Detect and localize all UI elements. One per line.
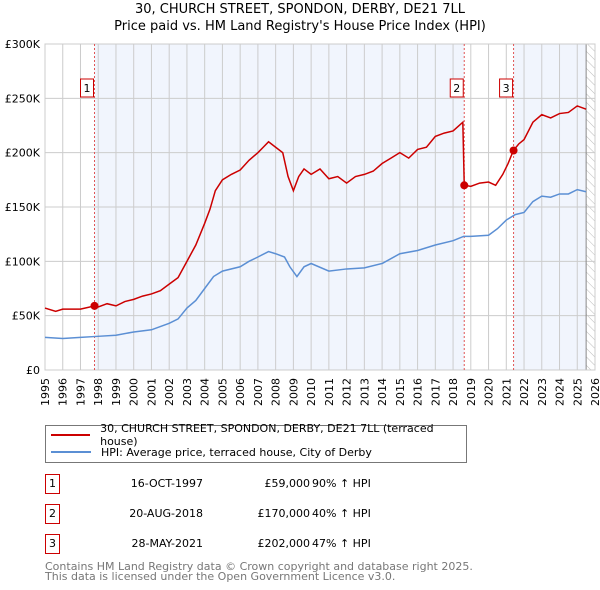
y-tick-label: £250K bbox=[5, 92, 41, 105]
sale-price: £170,000 bbox=[257, 507, 311, 520]
x-tick-label: 2019 bbox=[465, 378, 478, 406]
x-tick-label: 2005 bbox=[216, 378, 229, 406]
x-tick-label: 2020 bbox=[483, 378, 496, 406]
hpi-line bbox=[44, 188, 587, 340]
sale-hpi: 90% ↑ HPI bbox=[312, 477, 371, 490]
y-tick-label: £100K bbox=[5, 255, 41, 268]
sale-price: £59,000 bbox=[264, 477, 311, 490]
x-tick-label: 2014 bbox=[376, 378, 389, 406]
sale-row: 3 28-MAY-2021 £202,000 47% ↑ HPI bbox=[45, 534, 465, 554]
sale-point bbox=[460, 181, 469, 190]
legend: 30, CHURCH STREET, SPONDON, DERBY, DE21 … bbox=[45, 422, 467, 463]
sale-price: £202,000 bbox=[257, 537, 311, 550]
x-tick-label: 2023 bbox=[536, 378, 549, 406]
x-tick-label: 2009 bbox=[287, 378, 300, 406]
x-tick-label: 2013 bbox=[358, 378, 371, 406]
y-tick-label: £50K bbox=[12, 310, 41, 323]
sale-label: 3 bbox=[503, 82, 510, 95]
footer-licence: This data is licensed under the Open Gov… bbox=[45, 570, 396, 583]
x-tick-label: 2006 bbox=[234, 378, 247, 406]
sale-marker-label: 2 bbox=[45, 504, 60, 524]
x-tick-label: 2004 bbox=[199, 378, 212, 406]
x-tick-label: 2022 bbox=[518, 378, 531, 406]
legend-swatch-price bbox=[51, 434, 91, 436]
sale-label: 2 bbox=[453, 82, 460, 95]
x-tick-label: 2015 bbox=[394, 378, 407, 406]
sale-label-box bbox=[449, 78, 464, 98]
legend-label-price: 30, CHURCH STREET, SPONDON, DERBY, DE21 … bbox=[100, 422, 434, 448]
chart-subtitle: Price paid vs. HM Land Registry's House … bbox=[114, 19, 486, 34]
sale-hpi: 40% ↑ HPI bbox=[312, 507, 371, 520]
plot-border bbox=[44, 43, 596, 371]
x-tick-label: 2003 bbox=[181, 378, 194, 406]
x-tick-label: 2026 bbox=[589, 378, 600, 406]
x-tick-label: 2012 bbox=[341, 378, 354, 406]
x-tick-label: 2024 bbox=[554, 378, 567, 406]
x-tick-label: 1999 bbox=[110, 378, 123, 406]
sale-label: 1 bbox=[84, 82, 91, 95]
sale-label-box bbox=[499, 78, 514, 98]
sale-row: 1 16-OCT-1997 £59,000 90% ↑ HPI bbox=[45, 474, 465, 494]
x-tick-label: 1995 bbox=[39, 378, 52, 406]
sale-date: 20-AUG-2018 bbox=[129, 507, 203, 520]
x-tick-label: 2000 bbox=[128, 378, 141, 406]
x-tick-label: 1998 bbox=[92, 378, 105, 406]
legend-label-hpi: HPI: Average price, terraced house, City… bbox=[101, 445, 372, 459]
y-tick-label: £0 bbox=[26, 364, 40, 377]
sale-point bbox=[90, 301, 99, 310]
x-tick-label: 2001 bbox=[145, 378, 158, 406]
y-tick-label: £150K bbox=[5, 201, 41, 214]
x-tick-label: 2002 bbox=[163, 378, 176, 406]
x-tick-label: 2021 bbox=[500, 378, 513, 406]
x-tick-label: 2018 bbox=[447, 378, 460, 406]
x-tick-label: 1997 bbox=[74, 378, 87, 406]
sale-label-box bbox=[80, 78, 94, 98]
sale-point bbox=[509, 146, 518, 155]
plot-area: 1995 1996 1997 1998 1999 2000 2001 2002 2003 2004… bbox=[5, 38, 600, 406]
x-tick-label: 1996 bbox=[57, 378, 70, 406]
x-tick-label: 2010 bbox=[305, 378, 318, 406]
x-tick-label: 2007 bbox=[252, 378, 265, 406]
sale-hpi: 47% ↑ HPI bbox=[312, 537, 371, 550]
x-tick-label: 2017 bbox=[429, 378, 442, 406]
sale-date: 16-OCT-1997 bbox=[130, 477, 203, 490]
sale-marker-label: 1 bbox=[45, 474, 60, 494]
chart-title: 30, CHURCH STREET, SPONDON, DERBY, DE21 … bbox=[134, 2, 465, 17]
footer-copyright: Contains HM Land Registry data © Crown c… bbox=[45, 560, 473, 573]
legend-swatch-hpi bbox=[51, 451, 91, 453]
sale-marker-label: 3 bbox=[45, 534, 60, 554]
sale-date: 28-MAY-2021 bbox=[131, 537, 203, 550]
sale-row: 2 20-AUG-2018 £170,000 40% ↑ HPI bbox=[45, 504, 465, 524]
x-tick-label: 2008 bbox=[270, 378, 283, 406]
price-line bbox=[44, 105, 587, 313]
x-tick-label: 2016 bbox=[412, 378, 425, 406]
y-tick-label: £300K bbox=[5, 38, 41, 51]
x-tick-label: 2025 bbox=[571, 378, 584, 406]
y-tick-label: £200K bbox=[5, 147, 41, 160]
x-tick-label: 2011 bbox=[323, 378, 336, 406]
